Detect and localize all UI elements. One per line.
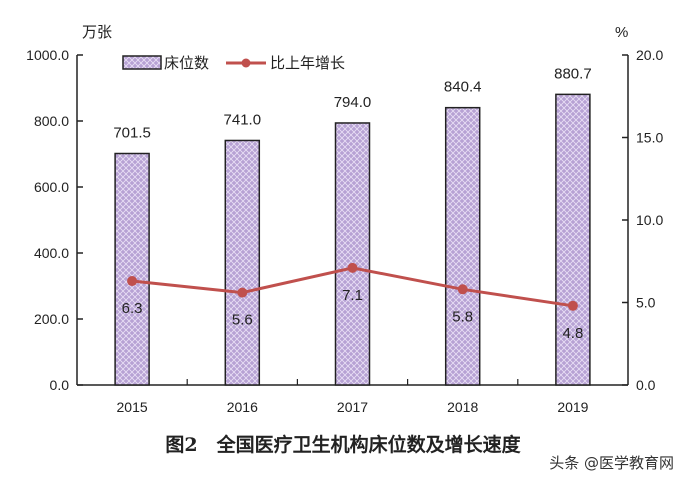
left-tick-label: 1000.0 bbox=[26, 47, 69, 63]
left-tick-label: 400.0 bbox=[34, 245, 69, 261]
bar bbox=[334, 122, 371, 386]
x-tick-label: 2019 bbox=[557, 399, 588, 415]
right-tick-label: 20.0 bbox=[636, 47, 663, 63]
right-tick-label: 0.0 bbox=[636, 377, 656, 393]
growth-point bbox=[457, 284, 468, 295]
growth-point bbox=[567, 300, 578, 311]
growth-data-label: 4.8 bbox=[562, 325, 583, 342]
x-tick-label: 2016 bbox=[227, 399, 258, 415]
bar bbox=[555, 93, 591, 386]
right-tick-label: 5.0 bbox=[636, 295, 656, 311]
legend-line-marker bbox=[241, 58, 251, 68]
growth-point bbox=[347, 262, 358, 273]
left-tick-label: 0.0 bbox=[50, 377, 70, 393]
legend-bar-swatch bbox=[122, 55, 162, 70]
right-tick-label: 15.0 bbox=[636, 130, 663, 146]
watermark: 头条 @医学教育网 bbox=[549, 454, 674, 472]
growth-point bbox=[127, 276, 138, 287]
legend: 床位数 比上年增长 bbox=[122, 55, 345, 72]
growth-data-label: 6.3 bbox=[122, 300, 143, 317]
bar bbox=[114, 152, 150, 386]
growth-data-label: 7.1 bbox=[342, 287, 363, 304]
growth-data-label: 5.6 bbox=[232, 312, 253, 329]
legend-line-label: 比上年增长 bbox=[270, 55, 345, 72]
left-tick-label: 800.0 bbox=[34, 113, 69, 129]
right-tick-label: 10.0 bbox=[636, 212, 663, 228]
bar-data-label: 840.4 bbox=[444, 79, 482, 96]
bar-data-label: 701.5 bbox=[113, 125, 151, 142]
chart-title: 图2 全国医疗卫生机构床位数及增长速度 bbox=[165, 434, 521, 456]
growth-point bbox=[237, 287, 248, 298]
bar bbox=[224, 139, 261, 386]
x-tick-label: 2018 bbox=[447, 399, 478, 415]
growth-data-label: 5.8 bbox=[452, 308, 473, 325]
x-tick-label: 2015 bbox=[117, 399, 148, 415]
legend-bar-label: 床位数 bbox=[164, 55, 209, 72]
x-tick-label: 2017 bbox=[337, 399, 368, 415]
bar-data-label: 741.0 bbox=[224, 111, 262, 128]
left-tick-label: 200.0 bbox=[34, 311, 69, 327]
right-axis-unit: % bbox=[615, 24, 628, 41]
left-axis-unit: 万张 bbox=[82, 24, 112, 41]
bar-data-label: 880.7 bbox=[554, 65, 592, 82]
bar-data-label: 794.0 bbox=[334, 94, 372, 111]
bar bbox=[444, 106, 481, 386]
left-tick-label: 600.0 bbox=[34, 179, 69, 195]
